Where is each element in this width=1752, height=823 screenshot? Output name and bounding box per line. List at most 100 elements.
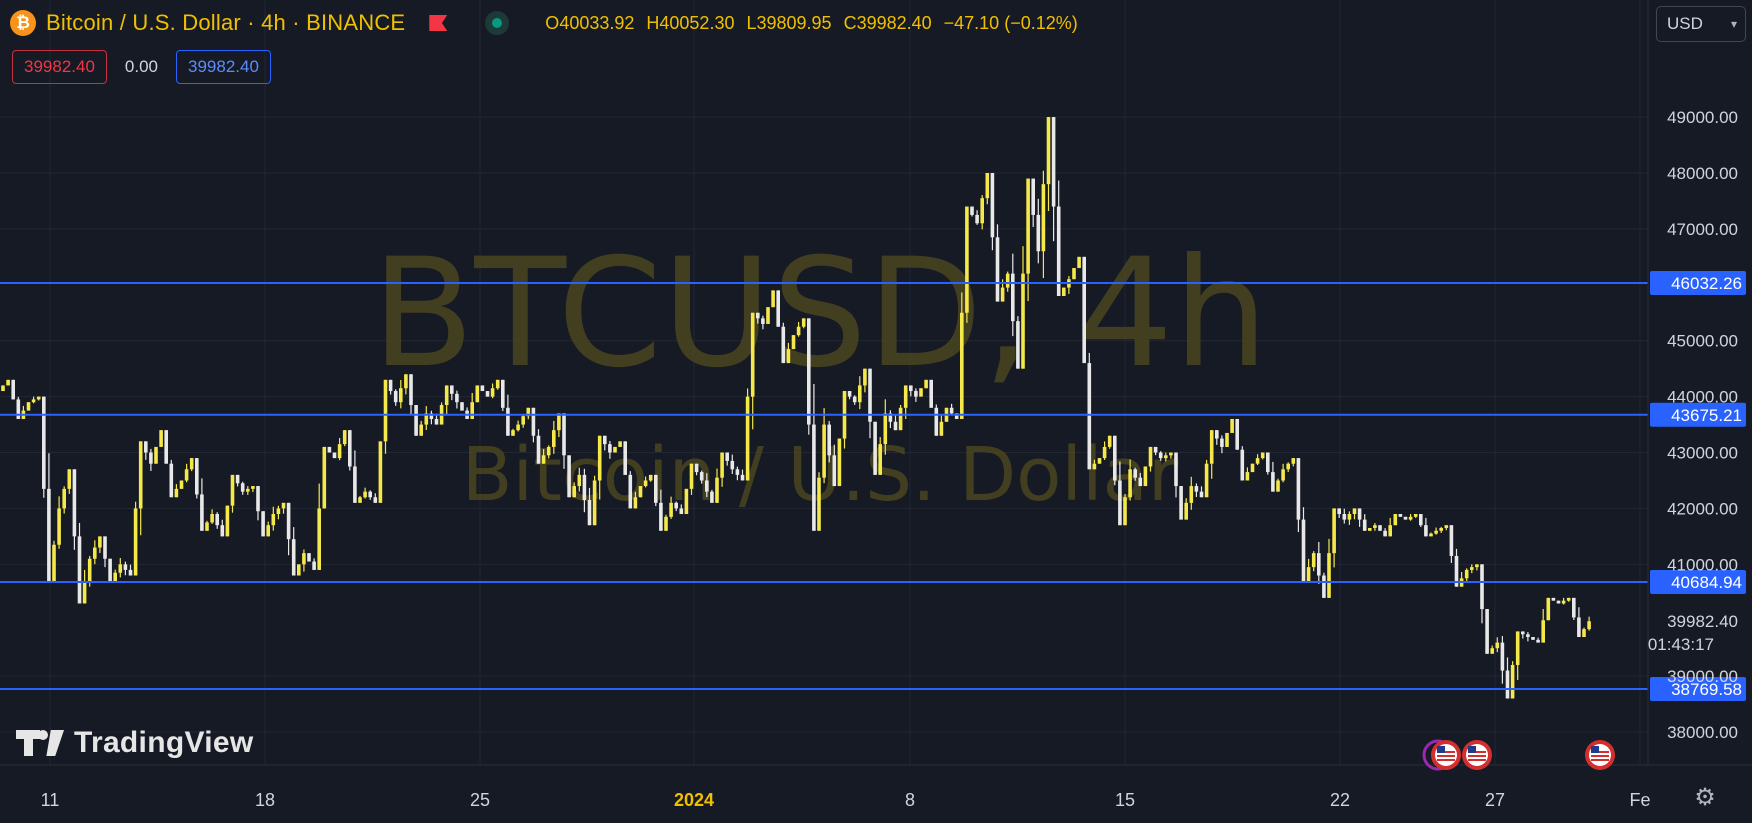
candle-body <box>164 430 168 464</box>
flag-icon[interactable] <box>429 15 448 31</box>
candle-body <box>541 455 546 464</box>
candle-body <box>144 441 148 453</box>
candle-body <box>608 444 612 453</box>
candle-body <box>368 491 372 498</box>
x-tick-label: 18 <box>255 790 275 810</box>
time-axis[interactable]: 11 18 25 2024 8 15 22 27 Fe <box>0 764 1752 810</box>
candle-body <box>1485 609 1489 654</box>
candle-body <box>1327 553 1331 598</box>
candle-body <box>36 396 41 400</box>
candle-body <box>501 379 505 408</box>
candle-body <box>1005 273 1010 288</box>
candle-body <box>526 407 531 417</box>
countdown-label: 01:43:17 <box>1648 635 1714 654</box>
candle-body <box>1230 418 1234 433</box>
candle-body <box>1255 458 1260 464</box>
watermark: BTCUSD, 4h Bitcoin / U.S. Dollar <box>372 227 1269 518</box>
high-value: H40052.30 <box>646 12 735 33</box>
candle-body <box>138 441 143 509</box>
candle-body <box>404 374 408 389</box>
candle-body <box>179 480 184 489</box>
candle-body <box>317 508 321 570</box>
candle-body <box>546 446 551 456</box>
candle-body <box>169 463 174 498</box>
candle-body <box>1026 178 1030 274</box>
candle-body <box>623 441 627 475</box>
candle-body <box>480 385 485 392</box>
candle-body <box>1434 530 1438 534</box>
candle-body <box>322 446 327 509</box>
candle-body <box>271 514 276 526</box>
candle-body <box>1429 533 1433 537</box>
plot-background <box>0 0 1648 765</box>
candle-body <box>557 413 561 431</box>
candle-body <box>205 522 209 531</box>
candle-body <box>399 388 403 403</box>
tradingview-logo[interactable]: TradingView <box>16 726 253 760</box>
candle-body <box>378 441 383 503</box>
candle-body <box>429 413 434 419</box>
candle-body <box>444 385 449 405</box>
candle-body <box>1072 268 1076 280</box>
candle-body <box>990 172 995 238</box>
candle-body <box>858 385 862 403</box>
candle-body <box>975 214 979 224</box>
candle-body <box>1148 446 1153 467</box>
symbol-title[interactable]: Bitcoin / U.S. Dollar · 4h · BINANCE <box>46 10 406 35</box>
candle-body <box>1368 527 1372 531</box>
us-flag-icon[interactable] <box>1422 739 1461 771</box>
price-axis[interactable]: 38000.00 39000.00 41000.00 42000.00 43000.00… <box>1647 0 1746 765</box>
candle-body <box>924 379 928 389</box>
candle-body <box>240 483 245 492</box>
trade-price-row: 39982.40 0.00 39982.40 <box>12 50 271 84</box>
candle-body <box>562 413 566 456</box>
candle-body <box>475 385 480 403</box>
economic-events[interactable] <box>1422 739 1615 771</box>
candle-body <box>57 508 61 545</box>
candle-body <box>1306 567 1311 582</box>
candle-body <box>1531 637 1535 640</box>
candle-body <box>1505 670 1510 699</box>
x-tick-label: 25 <box>470 790 490 810</box>
candle-body <box>52 544 56 582</box>
market-status-icon[interactable] <box>485 11 510 35</box>
candle-body <box>868 368 872 422</box>
y-tick-label: 47000.00 <box>1667 220 1738 239</box>
candle-body <box>353 466 357 503</box>
candle-body <box>1199 491 1204 498</box>
candle-body <box>1291 458 1296 464</box>
x-tick-label: 22 <box>1330 790 1350 810</box>
x-tick-label: 27 <box>1485 790 1505 810</box>
currency-select[interactable]: USD ▾ <box>1656 6 1746 42</box>
buy-price-box[interactable]: 39982.40 <box>176 50 271 84</box>
candle-body <box>455 393 459 403</box>
candle-body <box>495 379 500 389</box>
y-tick-label: 42000.00 <box>1667 499 1738 518</box>
candle-body <box>1011 273 1015 322</box>
open-value: O40033.92 <box>545 12 635 33</box>
us-flag-icon[interactable] <box>1585 740 1615 770</box>
settings-gear-icon[interactable]: ⚙ <box>1694 783 1716 811</box>
candle-body <box>878 444 882 475</box>
candle-body <box>246 488 250 492</box>
candle-body <box>516 424 520 431</box>
sell-price-box[interactable]: 39982.40 <box>12 50 107 84</box>
candle-body <box>31 399 36 403</box>
flag-stripe <box>1468 751 1486 753</box>
us-flag-icon[interactable] <box>1462 740 1492 770</box>
candle-body <box>613 446 617 453</box>
candle-body <box>506 407 510 436</box>
candle-body <box>1454 555 1459 587</box>
candle-body <box>1378 525 1382 531</box>
candle-body <box>1235 418 1239 450</box>
candle-body <box>1332 508 1336 554</box>
flag-stripe <box>1468 755 1486 757</box>
candle-body <box>1133 469 1137 478</box>
candle-body <box>847 391 852 397</box>
candle-body <box>210 514 214 523</box>
y-tick-label: 45000.00 <box>1667 332 1738 351</box>
candle-body <box>1031 178 1035 215</box>
candle-body <box>1174 452 1178 487</box>
horizontal-levels[interactable]: 46032.26 43675.21 40684.94 38769.58 <box>0 270 1746 702</box>
